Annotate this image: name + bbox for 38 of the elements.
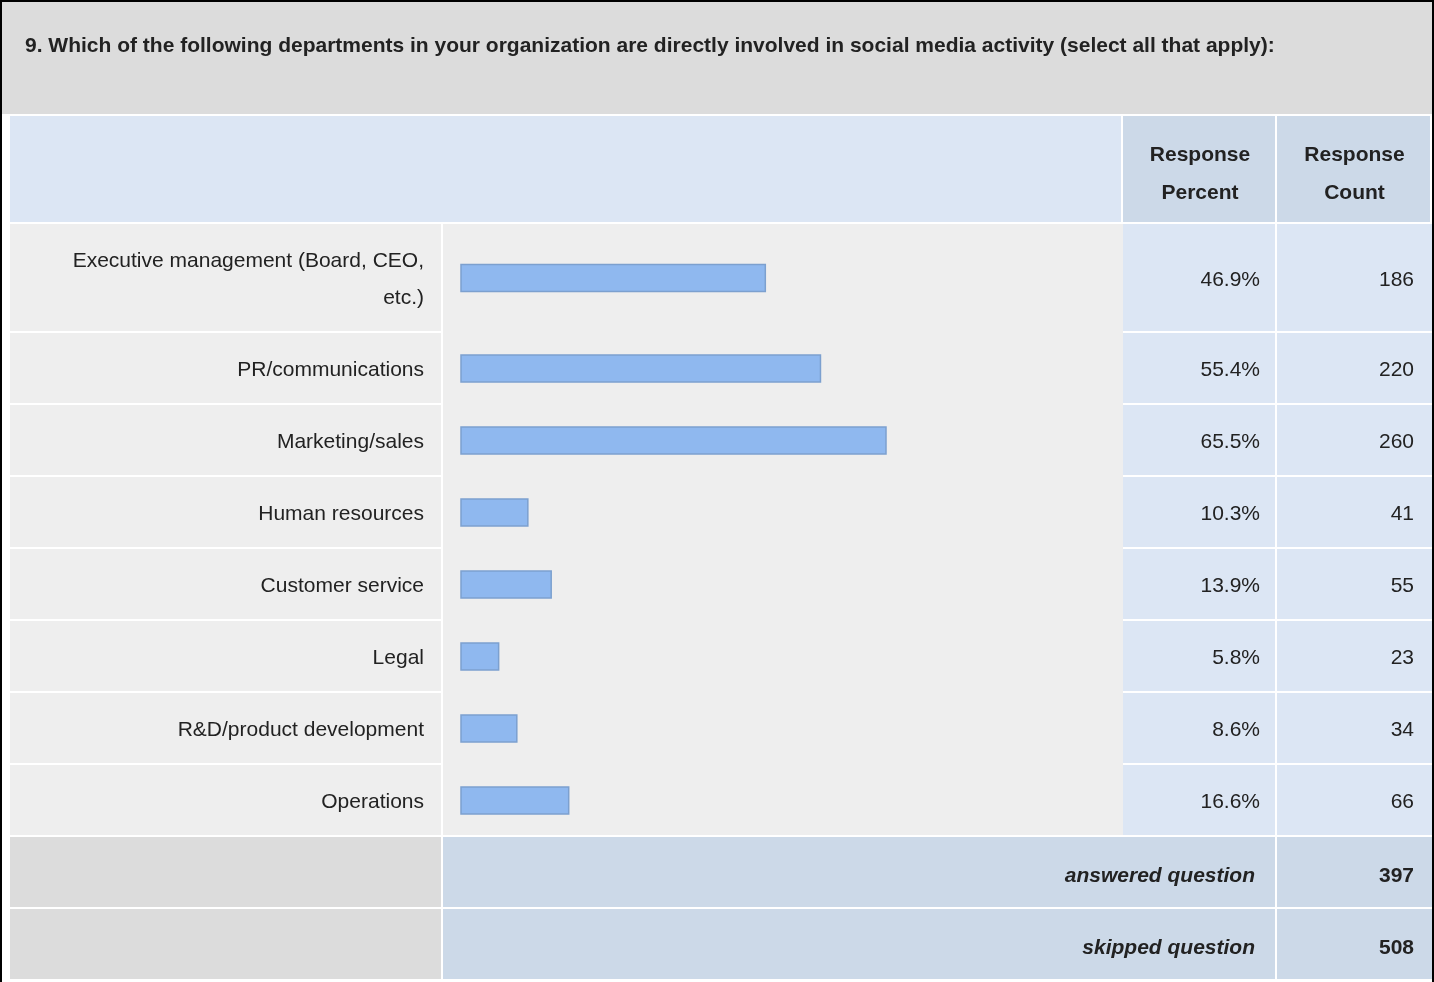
text: 41	[1390, 501, 1414, 524]
text: skipped question	[1082, 935, 1255, 958]
data-label: 8.6%	[1212, 717, 1260, 740]
y-tick-label: PR/communications	[237, 357, 424, 380]
text: 66	[1390, 789, 1414, 812]
data-label: 5.8%	[1212, 645, 1260, 668]
text: 508	[1378, 935, 1415, 958]
y-tick-label: Marketing/sales	[276, 429, 424, 452]
y-tick-label: R&D/product development	[177, 717, 425, 740]
y-tick-label: Legal	[372, 645, 424, 668]
data-label: 10.3%	[1200, 501, 1260, 524]
text: 397	[1378, 863, 1414, 886]
y-tick-label: Operations	[321, 789, 424, 812]
text: 34	[1390, 717, 1415, 740]
bar	[460, 570, 552, 599]
text: answered question	[1064, 863, 1255, 886]
data-label: 16.6%	[1200, 789, 1260, 812]
text: 23	[1390, 645, 1414, 668]
text: 220	[1378, 357, 1414, 380]
bar	[460, 786, 570, 815]
y-tick-label: Executive management (Board, CEO, etc.)	[72, 248, 424, 308]
text: Response Percent	[1149, 142, 1251, 203]
data-label: 65.5%	[1200, 429, 1260, 452]
text: Response Count	[1304, 142, 1405, 203]
text: 186	[1378, 266, 1414, 290]
y-tick-label: Human resources	[258, 501, 424, 524]
bar	[460, 642, 500, 671]
text: 260	[1378, 429, 1414, 452]
chart-title: 9. Which of the following departments in your organization are directly involved in social media activity (select all that apply):	[25, 33, 1275, 56]
data-label: 13.9%	[1200, 573, 1260, 596]
data-label: 55.4%	[1200, 357, 1260, 380]
bar	[460, 426, 887, 455]
data-label: 46.9%	[1200, 266, 1260, 290]
y-tick-label: Customer service	[260, 573, 424, 596]
bar	[460, 354, 822, 383]
bar	[460, 714, 518, 743]
text: 55	[1390, 573, 1414, 596]
bar	[460, 498, 529, 527]
